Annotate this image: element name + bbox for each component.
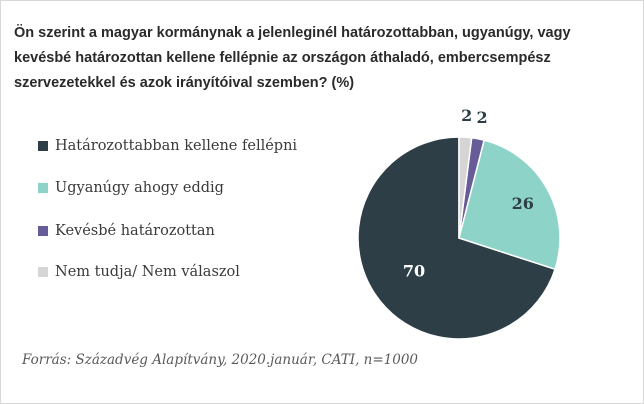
data-label-hatarozottabban-kellene-fellepni: 70 xyxy=(403,262,425,281)
legend-label: Kevésbé határozottan xyxy=(55,223,215,239)
legend-label: Határozottabban kellene fellépni xyxy=(55,138,298,154)
data-label-ugyanugy-ahogy-eddig: 26 xyxy=(512,194,534,213)
data-label-kevesbe-hatarozottan: 2 xyxy=(477,108,488,127)
pie-slice-nem-tudja-nem-valaszol xyxy=(458,136,473,239)
source-note: Forrás: Századvég Alapítvány, 2020.januá… xyxy=(22,352,419,368)
legend-swatch xyxy=(38,226,48,236)
pie-slice-hatarozottabban-kellene-fellepni xyxy=(357,136,557,340)
legend-swatch xyxy=(38,141,48,151)
chart-title: Ön szerint a magyar kormánynak a jelenle… xyxy=(14,25,571,91)
legend-label: Nem tudja/ Nem válaszol xyxy=(55,264,240,280)
legend-swatch xyxy=(38,183,48,193)
legend-label: Ugyanúgy ahogy eddig xyxy=(55,180,224,196)
pie-slice-ugyanugy-ahogy-eddig xyxy=(458,139,561,271)
data-label-nem-tudja-nem-valaszol: 2 xyxy=(461,106,472,125)
legend-swatch xyxy=(38,267,48,277)
